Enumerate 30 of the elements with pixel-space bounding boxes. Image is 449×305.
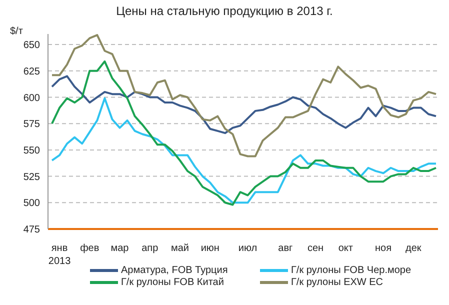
x-tick-label: сен — [307, 243, 324, 254]
x-tick-label: июл — [238, 243, 258, 254]
chart-title: Цены на стальную продукцию в 2013 г. — [115, 4, 334, 18]
x-tick-label: дек — [406, 243, 422, 254]
x-tick-label: авг — [278, 243, 294, 254]
y-tick-label: 525 — [23, 172, 40, 183]
x-tick-label: ноя — [375, 243, 392, 254]
legend-label: Г/к рулоны FOB Чер.море — [291, 265, 412, 276]
x-tick-label: июн — [200, 243, 220, 254]
x-tick-label: мар — [110, 243, 130, 254]
y-tick-label: 600 — [23, 92, 40, 104]
line-series — [51, 60, 437, 206]
x-tick-label: окт — [338, 243, 354, 254]
legend-label: Г/к рулоны FOB Китай — [121, 277, 224, 288]
line-series — [51, 97, 437, 204]
y-tick-label: 625 — [23, 66, 40, 78]
legend-label: Г/к рулоны EXW ЕС — [291, 277, 384, 288]
y-tick-label: 575 — [23, 119, 40, 130]
x-tick-label: май — [170, 243, 190, 254]
legend-label: Арматура, FOB Турция — [121, 265, 228, 276]
x-tick-label: фев — [80, 243, 100, 254]
y-tick-label: 550 — [23, 145, 40, 156]
line-series — [51, 75, 437, 134]
y-tick-label: 475 — [23, 224, 40, 236]
x-tick-label: апр — [142, 243, 159, 254]
line-series — [51, 34, 437, 158]
y-tick-label: 650 — [23, 40, 40, 52]
y-tick-label: 500 — [23, 198, 40, 210]
x-tick-label: янв 2013 — [48, 243, 72, 267]
y-axis-title: $/т — [10, 26, 23, 37]
